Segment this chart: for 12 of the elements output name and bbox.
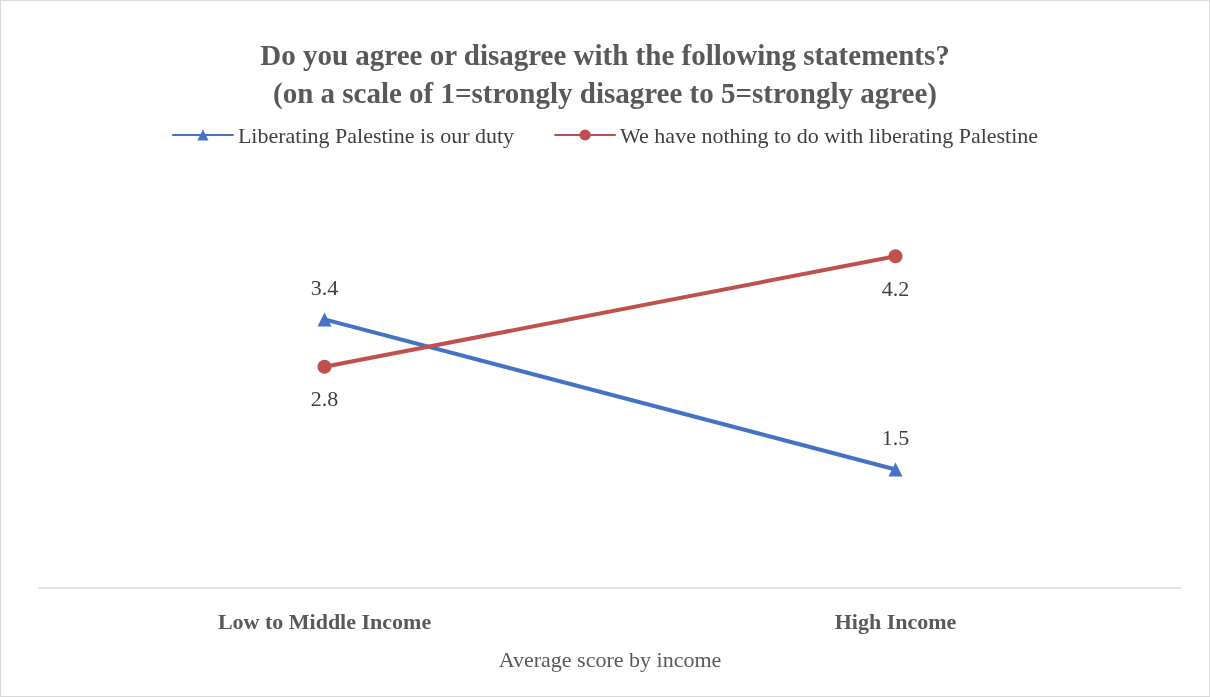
data-label: 3.4 <box>310 274 339 300</box>
point <box>317 359 332 374</box>
point <box>888 249 903 264</box>
x-tick-label: High Income <box>834 608 957 634</box>
data-label: 4.2 <box>881 275 910 301</box>
x-axis-title: Average score by income <box>498 646 722 672</box>
legend-label: Liberating Palestine is our duty <box>237 122 515 148</box>
data-label: 2.8 <box>310 386 339 412</box>
x-tick-label: Low to Middle Income <box>217 608 432 634</box>
legend-label: We have nothing to do with liberating Palestine <box>620 122 1039 148</box>
chart-title: Do you agree or disagree with the following statements? (on a scale of 1=strongly disagree to 5=strongly agree) <box>260 39 950 110</box>
data-label: 1.5 <box>881 425 910 450</box>
